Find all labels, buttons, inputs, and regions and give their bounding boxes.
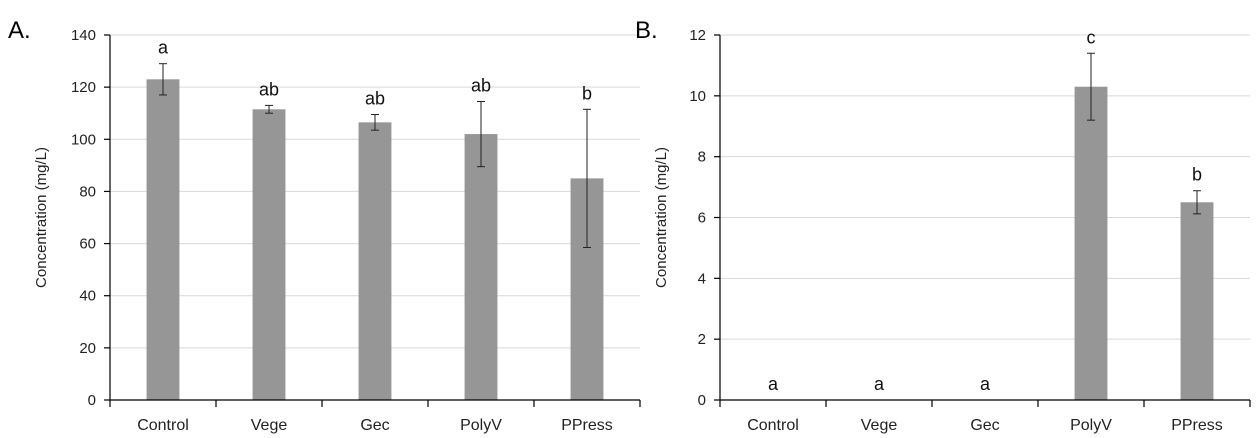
significance-label: a: [768, 374, 779, 394]
significance-label: b: [582, 83, 592, 103]
x-tick-label: Vege: [861, 417, 898, 434]
x-tick-label: Gec: [360, 417, 389, 434]
significance-label: b: [1192, 165, 1202, 185]
panel-label: B.: [635, 17, 658, 44]
y-tick-label: 4: [698, 270, 706, 287]
x-tick-label: PPress: [561, 417, 613, 434]
x-tick-label: PPress: [1171, 417, 1223, 434]
bar-polyv: [464, 134, 498, 401]
y-tick-label: 12: [689, 27, 706, 44]
bar-control: [146, 79, 180, 401]
chart-panel-a: A. 0 20 40 60 80 100 120 140 a Control ab Vege ab Gec a…: [8, 17, 641, 434]
x-tick-label: PolyV: [460, 417, 502, 434]
y-tick-label: 0: [698, 392, 706, 409]
x-tick-label: Control: [747, 417, 799, 434]
y-tick-label: 10: [689, 88, 706, 105]
y-axis-title: Concentration (mg/L): [653, 147, 670, 288]
bar-gec: [358, 122, 392, 400]
y-tick-label: 20: [79, 340, 96, 357]
significance-label: a: [874, 374, 885, 394]
y-tick-label: 40: [79, 288, 96, 305]
x-tick-label: PolyV: [1070, 417, 1112, 434]
bar-ppress: [1180, 202, 1214, 400]
y-tick-label: 100: [71, 131, 96, 148]
chart-panel-b: B. 0 2 4 6 8 10 12 a Control a Vege a Gec c PolyV b PPres…: [635, 17, 1251, 434]
bar-vege: [252, 109, 286, 400]
y-tick-label: 8: [698, 149, 706, 166]
significance-label: a: [158, 38, 169, 58]
significance-label: ab: [259, 79, 279, 99]
y-tick-label: 6: [698, 210, 706, 227]
y-tick-label: 120: [71, 79, 96, 96]
panel-label: A.: [8, 17, 31, 44]
significance-label: c: [1087, 27, 1096, 47]
x-tick-label: Vege: [251, 417, 288, 434]
significance-label: a: [980, 374, 991, 394]
y-tick-label: 60: [79, 236, 96, 253]
significance-label: ab: [471, 75, 491, 95]
y-tick-label: 2: [698, 331, 706, 348]
bar-polyv: [1074, 86, 1108, 400]
significance-label: ab: [365, 89, 385, 109]
y-axis-title: Concentration (mg/L): [33, 147, 50, 288]
y-tick-label: 0: [88, 392, 96, 409]
y-tick-label: 80: [79, 183, 96, 200]
x-tick-label: Control: [137, 417, 189, 434]
y-tick-label: 140: [71, 27, 96, 44]
x-tick-label: Gec: [970, 417, 999, 434]
